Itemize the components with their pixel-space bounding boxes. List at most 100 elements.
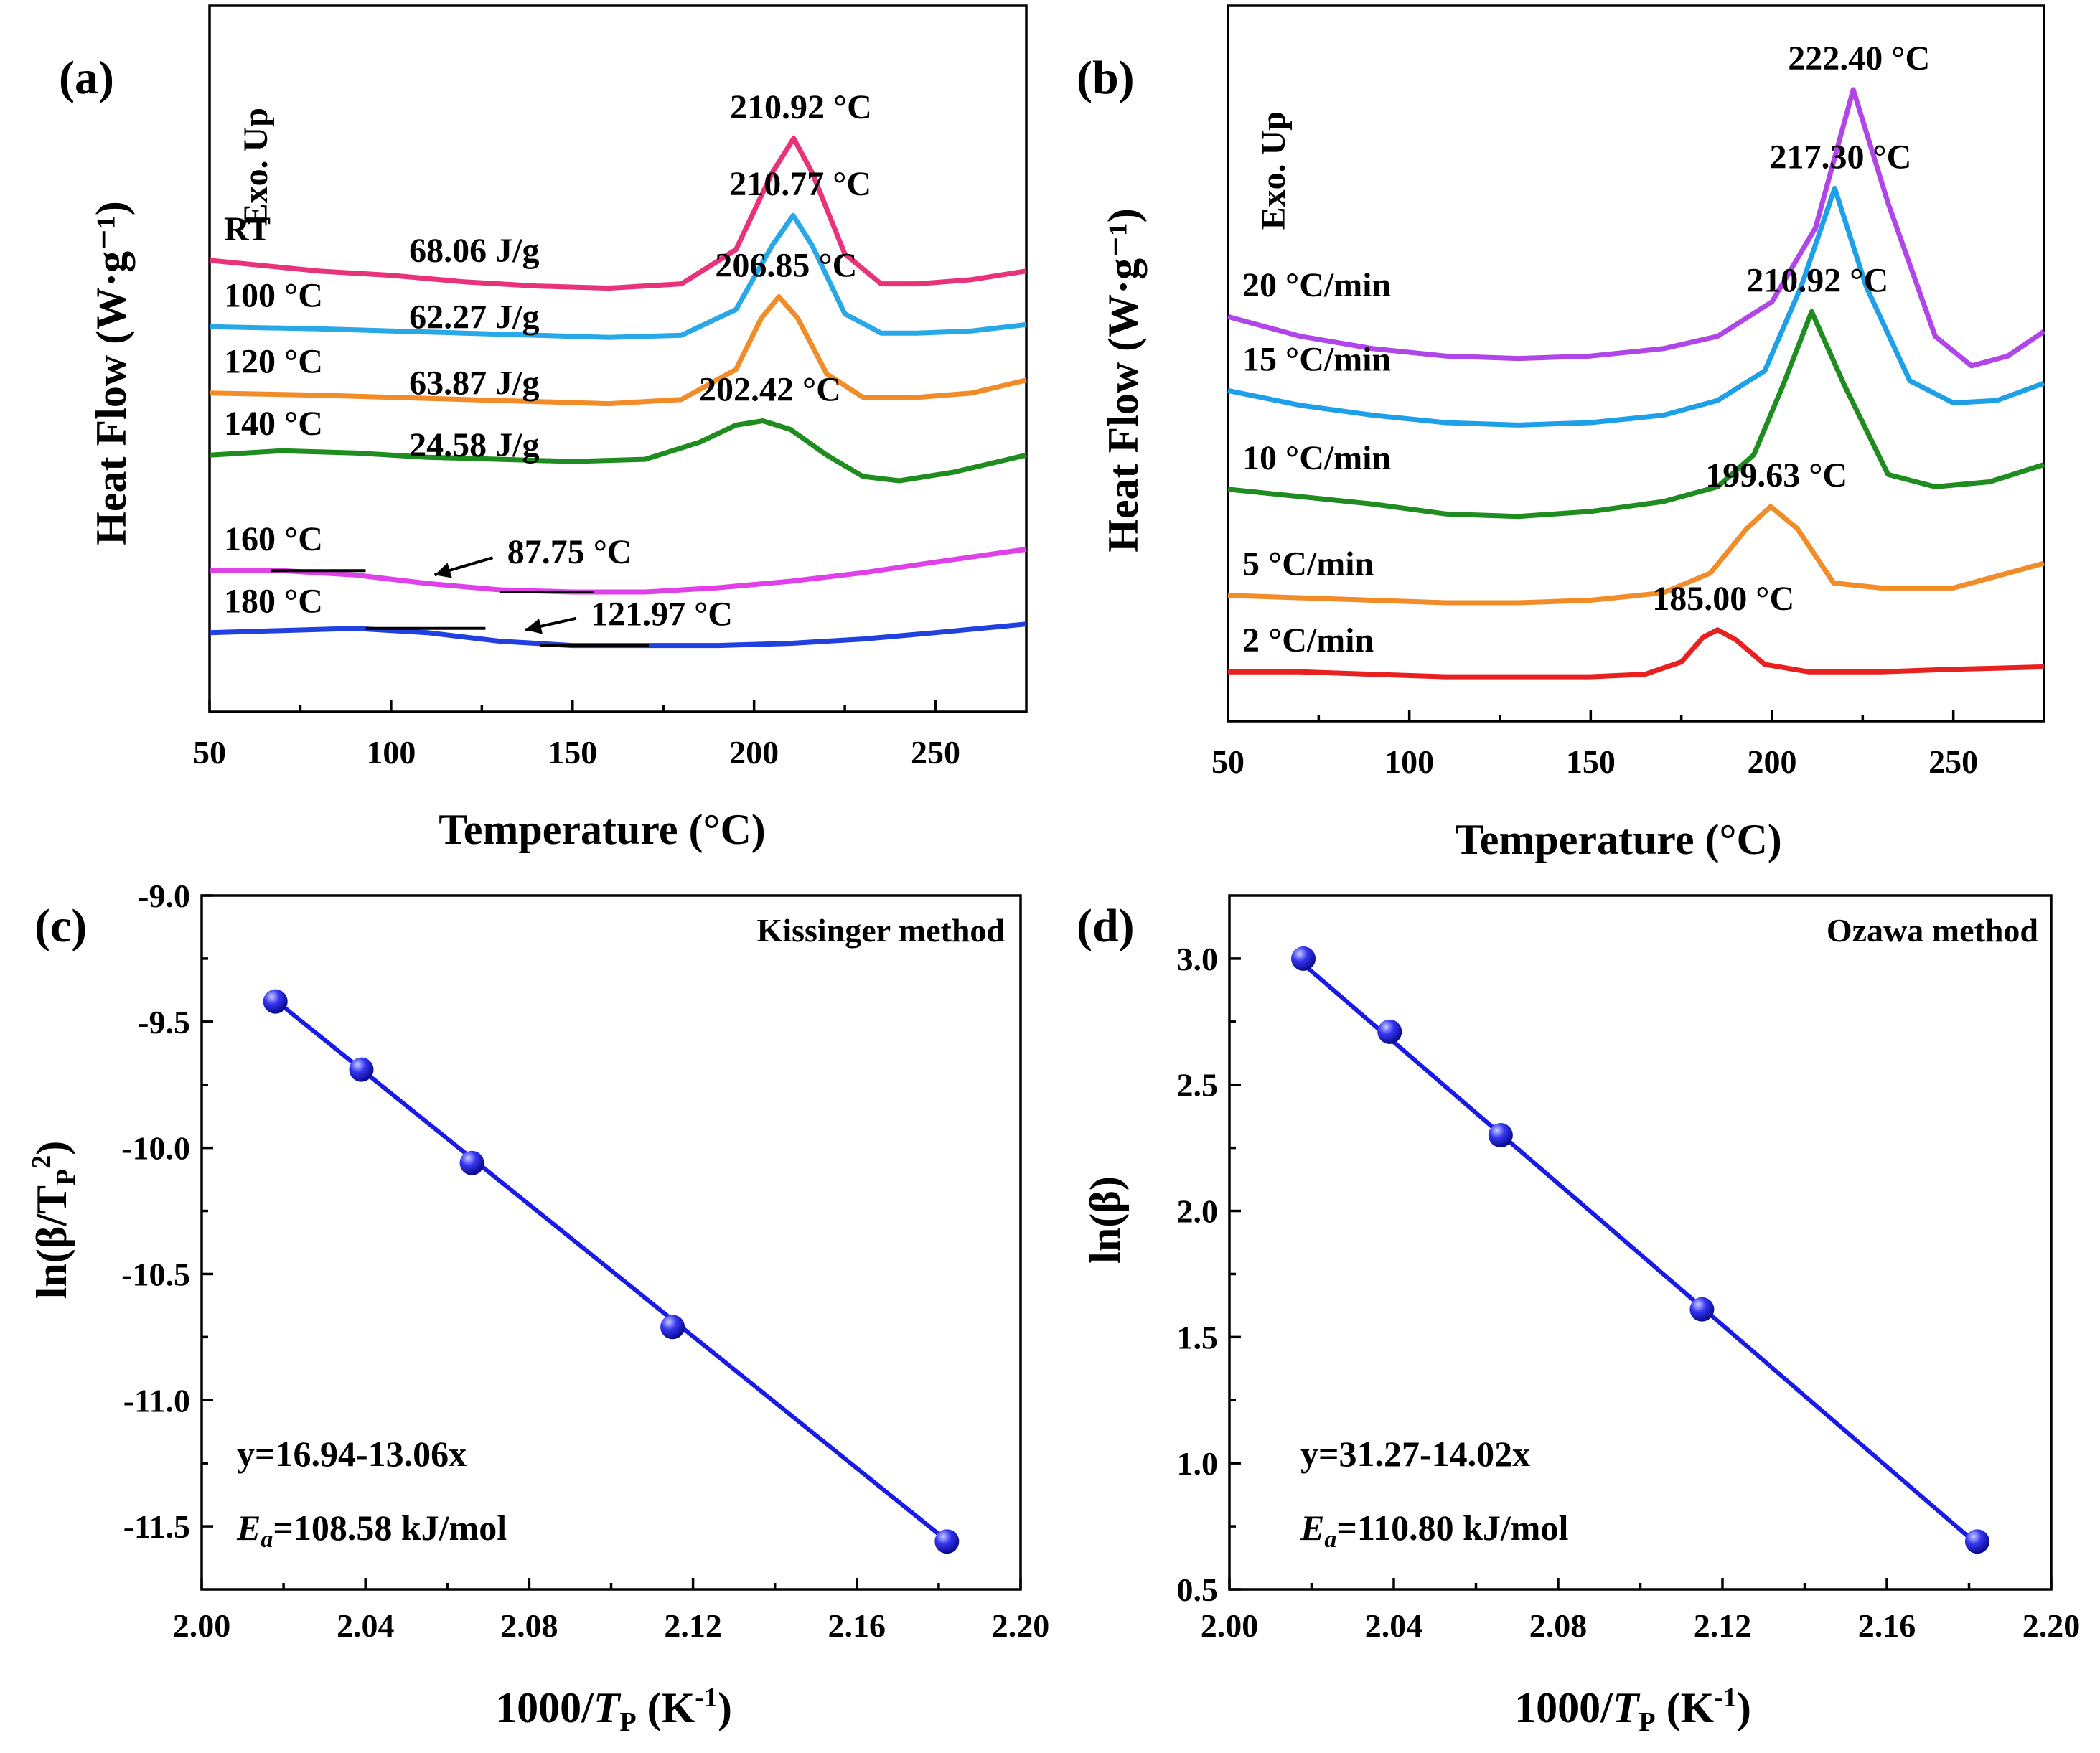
series-line-0 (1227, 87, 2045, 369)
y-tick-label: 2.0 (1177, 1193, 1219, 1230)
axes-frame (1227, 4, 2045, 723)
axes-frame (1228, 894, 2053, 1591)
panel-c-label: (c) (34, 900, 87, 952)
fit-line (273, 998, 949, 1543)
panel-a-series: RT 210.92 °C 68.06 J/g 100 °C 210.77 °C 62.27… (209, 88, 1027, 649)
enthalpy-label-3: 24.58 J/g (409, 426, 539, 464)
panel-b-xlabel: Temperature (°C) (1455, 816, 1782, 863)
panel-c-series (263, 989, 960, 1554)
x-tick-label: 50 (1211, 743, 1244, 780)
panel-b-series: 20 °C/min 222.40 °C 15 °C/min 217.30 °C 10 °… (1227, 39, 2045, 680)
series-name-label-0: 20 °C/min (1242, 266, 1391, 304)
x-tick-label: 2.00 (1201, 1607, 1259, 1644)
x-tick-label: 150 (1566, 743, 1616, 780)
peak-label-1: 217.30 °C (1769, 138, 1911, 176)
data-point-2 (459, 1150, 484, 1175)
tg-arrow-160-head (434, 563, 452, 578)
y-tick-label: 1.0 (1177, 1445, 1219, 1482)
y-tick-label: -10.5 (121, 1256, 190, 1292)
fit-line (1302, 962, 1979, 1546)
panel-d-ea-label: Ea=110.80 kJ/mol (1300, 1508, 1568, 1553)
y-tick-label: 3.0 (1177, 941, 1219, 977)
panel-c-kissinger: (c) Kissinger method y=16.94-13.06x Ea=1… (27, 878, 1049, 1737)
series-line-1 (209, 212, 1027, 340)
enthalpy-label-1: 62.27 J/g (409, 298, 539, 336)
panel-b-label: (b) (1077, 52, 1135, 104)
x-tick-label: 100 (1384, 743, 1434, 780)
x-tick-label: 2.12 (1694, 1607, 1752, 1644)
data-point-1 (349, 1057, 374, 1082)
x-tick-label: 2.16 (1858, 1607, 1916, 1644)
panel-d-series (1291, 946, 1989, 1554)
series-name-label-1: 100 °C (224, 276, 323, 314)
data-point-4 (934, 1529, 960, 1554)
x-tick-label: 200 (729, 734, 779, 771)
peak-label-0: 210.92 °C (730, 88, 872, 126)
data-point-1 (1377, 1019, 1402, 1044)
series-name-label-5: 180 °C (224, 583, 323, 621)
panel-c-frame: 2.00 2.04 2.08 2.12 2.16 2.20 -9.0 -9.5 -10.0 -10… (121, 878, 1049, 1644)
peak-label-2: 210.92 °C (1746, 261, 1888, 299)
peak-label-3: 202.42 °C (699, 370, 841, 408)
x-tick-label: 2.08 (1529, 1607, 1588, 1644)
panel-a-exo-up: Exo. Up (237, 108, 275, 226)
series-name-label-3: 140 °C (224, 405, 323, 443)
x-tick-label: 100 (366, 734, 416, 771)
panel-d-ozawa: (d) Ozawa method y=31.27-14.02x Ea=110.8… (1077, 894, 2080, 1737)
x-tick-label: 2.08 (500, 1607, 558, 1644)
y-tick-label: -11.5 (123, 1508, 190, 1545)
y-tick-label: -9.5 (138, 1004, 190, 1040)
tg-label-160: 87.75 °C (507, 533, 632, 571)
data-point-0 (263, 989, 288, 1014)
panel-b-exo-up: Exo. Up (1255, 111, 1293, 230)
enthalpy-label-0: 68.06 J/g (409, 232, 539, 270)
panel-d-method-title: Ozawa method (1827, 912, 2039, 949)
series-name-label-3: 5 °C/min (1242, 545, 1374, 583)
panel-a-xlabel: Temperature (°C) (439, 806, 766, 853)
panel-c-ea-label: Ea=108.58 kJ/mol (236, 1508, 507, 1553)
enthalpy-label-2: 63.87 J/g (409, 365, 539, 403)
series-line-4 (210, 546, 1027, 595)
peak-label-2: 206.85 °C (715, 247, 857, 285)
peak-label-3: 199.63 °C (1705, 456, 1847, 494)
series-line-0 (209, 136, 1027, 291)
series-name-label-4: 160 °C (224, 520, 323, 558)
series-line-1 (1227, 185, 2045, 428)
series-name-label-2: 120 °C (224, 343, 323, 381)
series-name-label-0: RT (224, 210, 271, 248)
panel-c-equation: y=16.94-13.06x (237, 1434, 467, 1474)
series-name-label-2: 10 °C/min (1242, 439, 1391, 477)
series-name-label-4: 2 °C/min (1242, 621, 1374, 659)
svg-text:1000/TP (K-1): 1000/TP (K-1) (1514, 1683, 1751, 1737)
panel-d-xlabel: 1000/TP (K-1) (1514, 1683, 1751, 1737)
panel-a-ylabel: Heat Flow (W·g⁻¹) (88, 201, 135, 545)
x-tick-label: 250 (1928, 743, 1978, 780)
data-point-4 (1964, 1529, 1989, 1554)
svg-text:Ea=108.58 kJ/mol: Ea=108.58 kJ/mol (236, 1508, 507, 1553)
peak-label-1: 210.77 °C (729, 165, 871, 203)
x-tick-label: 150 (548, 734, 597, 771)
panel-c-method-title: Kissinger method (757, 912, 1006, 949)
data-point-3 (660, 1315, 685, 1340)
panel-c-xlabel: 1000/TP (K-1) (495, 1683, 732, 1737)
panel-d-ylabel: ln(β) (1082, 1176, 1129, 1264)
panel-b-ylabel: Heat Flow (W·g⁻¹) (1100, 208, 1147, 553)
svg-text:ln(β/TP2): ln(β/TP2) (27, 1141, 81, 1300)
y-tick-label: -10.0 (121, 1130, 190, 1167)
panel-b-frame: 50 100 150 200 250 (1211, 4, 2045, 780)
axes-frame (208, 4, 1028, 713)
x-tick-label: 50 (193, 734, 226, 771)
y-tick-label: 2.5 (1177, 1067, 1219, 1104)
x-tick-label: 2.12 (664, 1607, 722, 1644)
x-tick-label: 2.20 (992, 1607, 1050, 1644)
panel-b-dsc-curves: (b) Temperature (°C) Heat Flow (W·g⁻¹) E… (1077, 4, 2045, 863)
y-tick-label: 1.5 (1177, 1319, 1219, 1355)
series-line-3 (1227, 504, 2045, 606)
x-tick-label: 2.00 (173, 1607, 231, 1644)
y-tick-label: -11.0 (123, 1382, 190, 1419)
panel-c-ylabel: ln(β/TP2) (27, 1141, 81, 1300)
data-point-3 (1689, 1297, 1715, 1322)
x-tick-label: 250 (911, 734, 960, 771)
series-line-2 (1227, 309, 2045, 520)
panel-a-frame: 50 100 150 200 250 (193, 4, 1028, 771)
